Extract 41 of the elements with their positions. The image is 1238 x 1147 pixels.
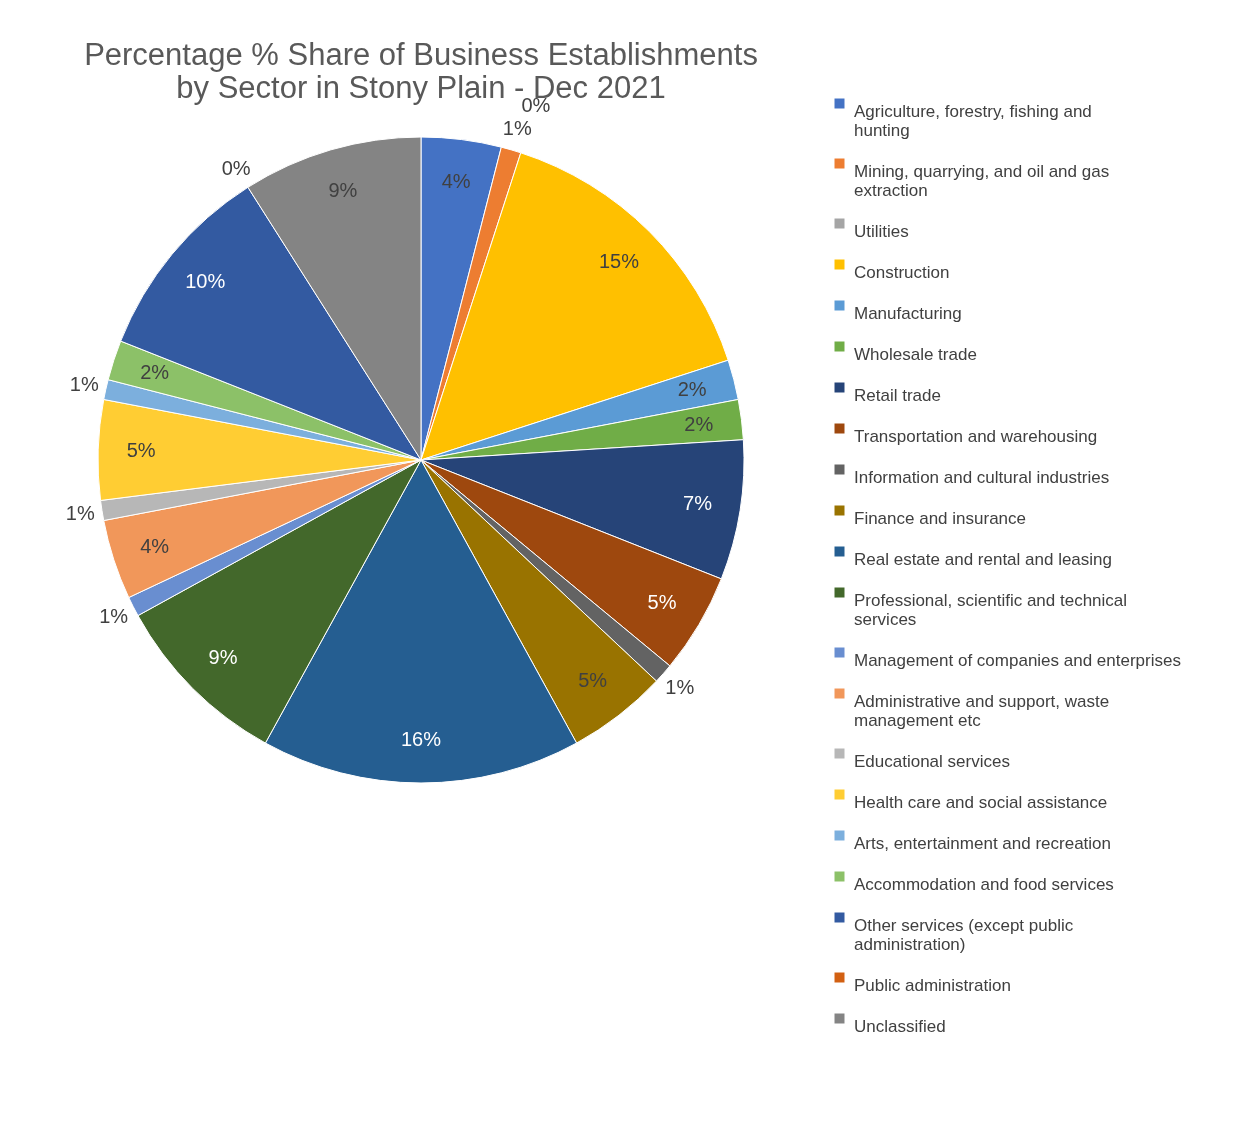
legend-label: Arts, entertainment and recreation — [854, 833, 1112, 853]
legend-label: Utilities — [854, 221, 909, 241]
legend-label: Mining, quarrying, and oil and gas extraction — [854, 161, 1110, 200]
legend-label: Educational services — [854, 751, 1010, 771]
data-label: 1% — [99, 604, 129, 627]
data-label: 15% — [598, 250, 640, 273]
data-label: 9% — [328, 179, 358, 202]
legend-label: Public administration — [854, 975, 1011, 995]
data-label: 1% — [502, 116, 532, 139]
data-label: 4% — [140, 534, 170, 557]
data-label: 9% — [208, 645, 238, 668]
legend-label: Real estate and rental and leasing — [854, 549, 1113, 569]
data-label: 2% — [140, 361, 170, 384]
data-label: 1% — [665, 676, 695, 699]
legend-label: Finance and insurance — [854, 508, 1027, 528]
legend-label: Professional, scientific and technical services — [854, 590, 1128, 629]
data-label: 5% — [126, 439, 156, 462]
data-label: 16% — [400, 728, 442, 750]
legend-label: Wholesale trade — [854, 344, 977, 364]
legend-label: Manufacturing — [854, 303, 962, 323]
data-label: 5% — [647, 590, 677, 613]
data-label: 5% — [578, 669, 608, 692]
legend-label: Administrative and support, waste management etc — [854, 691, 1110, 730]
legend-label: Accommodation and food services — [854, 874, 1114, 894]
legend-label: Transportation and warehousing — [854, 426, 1098, 446]
data-label: 10% — [185, 269, 226, 292]
data-label: 1% — [65, 501, 95, 524]
legend-label: Unclassified — [854, 1016, 946, 1036]
legend-label: Agriculture, forestry, fishing and hunting — [854, 101, 1092, 140]
legend-label: Other services (except public administration) — [854, 915, 1074, 954]
legend-label: Management of companies and enterprises — [854, 650, 1181, 670]
data-label: 2% — [684, 412, 714, 435]
legend-label: Construction — [854, 262, 950, 282]
data-label: 7% — [683, 491, 713, 514]
data-label: 2% — [677, 378, 707, 401]
data-label: 4% — [441, 170, 471, 193]
legend-label: Health care and social assistance — [854, 792, 1108, 812]
text: 0% — [221, 156, 251, 179]
legend-label: Information and cultural industries — [854, 467, 1110, 487]
legend-label: Retail trade — [854, 385, 941, 405]
data-label: 1% — [69, 372, 99, 395]
